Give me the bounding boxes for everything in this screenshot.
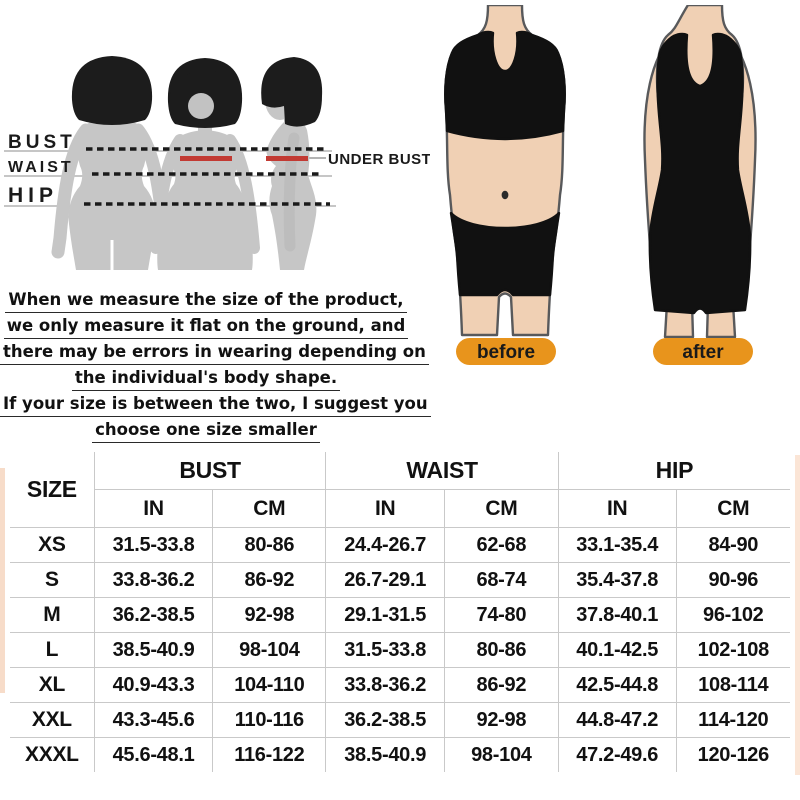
table-cell: 37.8-40.1 — [557, 597, 677, 633]
header-waist: WAIST — [325, 451, 559, 490]
table-cell: 40.1-42.5 — [557, 632, 677, 668]
table-cell: 44.8-47.2 — [557, 702, 677, 738]
note-line: there may be errors in wearing depending… — [0, 339, 429, 365]
measuring-note: When we measure the size of the product,… — [0, 287, 431, 443]
header-hip-cm: CM — [675, 489, 791, 528]
size-cell: M — [9, 597, 95, 633]
table-cell: 98-104 — [443, 737, 559, 773]
table-cell: 80-86 — [212, 527, 327, 563]
table-row: XL 40.9-43.3 104-110 33.8-36.2 86-92 42.… — [9, 667, 791, 703]
table-cell: 114-120 — [675, 702, 791, 738]
table-cell: 24.4-26.7 — [325, 527, 445, 563]
waist-label: WAIST — [8, 159, 74, 176]
table-cell: 74-80 — [443, 597, 559, 633]
under-bust-label: UNDER BUST — [328, 151, 430, 168]
table-cell: 43.3-45.6 — [93, 702, 214, 738]
table-cell: 29.1-31.5 — [325, 597, 445, 633]
size-cell: XXL — [9, 702, 95, 738]
table-row: XXXL 45.6-48.1 116-122 38.5-40.9 98-104 … — [9, 737, 791, 773]
table-cell: 35.4-37.8 — [557, 562, 677, 598]
table-cell: 80-86 — [443, 632, 559, 668]
table-row: M 36.2-38.5 92-98 29.1-31.5 74-80 37.8-4… — [9, 597, 791, 633]
left-edge-stripe — [0, 468, 5, 693]
table-cell: 92-98 — [443, 702, 559, 738]
note-line: the individual's body shape. — [71, 365, 341, 391]
table-cell: 92-98 — [212, 597, 327, 633]
size-cell: XS — [9, 527, 95, 563]
table-cell: 110-116 — [212, 702, 327, 738]
table-cell: 86-92 — [212, 562, 327, 598]
after-label: after — [682, 342, 724, 363]
before-figure-icon — [444, 5, 566, 337]
under-bust-line — [180, 156, 308, 161]
table-cell: 86-92 — [443, 667, 559, 703]
table-cell: 84-90 — [675, 527, 791, 563]
table-cell: 33.8-36.2 — [325, 667, 445, 703]
table-cell: 104-110 — [212, 667, 327, 703]
table-cell: 120-126 — [675, 737, 791, 773]
figure-back-view-icon — [51, 56, 173, 270]
table-cell: 62-68 — [443, 527, 559, 563]
header-bust-in: IN — [93, 489, 214, 528]
figure-front-view-icon — [150, 58, 260, 270]
table-cell: 36.2-38.5 — [93, 597, 214, 633]
header-waist-cm: CM — [443, 489, 559, 528]
table-cell: 47.2-49.6 — [557, 737, 677, 773]
measure-dashed-lines — [84, 147, 330, 206]
table-row: S 33.8-36.2 86-92 26.7-29.1 68-74 35.4-3… — [9, 562, 791, 598]
table-cell: 108-114 — [675, 667, 791, 703]
before-label: before — [477, 342, 535, 363]
header-hip-in: IN — [557, 489, 677, 528]
header-size: SIZE — [9, 451, 95, 528]
table-cell: 116-122 — [212, 737, 327, 773]
after-badge: after — [653, 338, 753, 365]
table-cell: 33.8-36.2 — [93, 562, 214, 598]
table-cell: 31.5-33.8 — [93, 527, 214, 563]
note-line: we only measure it flat on the ground, a… — [3, 313, 409, 339]
table-cell: 42.5-44.8 — [557, 667, 677, 703]
after-figure-icon — [643, 5, 757, 339]
table-cell: 36.2-38.5 — [325, 702, 445, 738]
table-cell: 33.1-35.4 — [557, 527, 677, 563]
table-cell: 45.6-48.1 — [93, 737, 214, 773]
table-cell: 102-108 — [675, 632, 791, 668]
note-line: If your size is between the two, I sugge… — [0, 391, 431, 417]
before-badge: before — [456, 338, 556, 365]
right-edge-stripe — [795, 455, 800, 775]
before-after-comparison: before after — [444, 5, 757, 365]
table-cell: 31.5-33.8 — [325, 632, 445, 668]
table-row: XS 31.5-33.8 80-86 24.4-26.7 62-68 33.1-… — [9, 527, 791, 563]
table-cell: 26.7-29.1 — [325, 562, 445, 598]
table-cell: 38.5-40.9 — [93, 632, 214, 668]
table-cell: 38.5-40.9 — [325, 737, 445, 773]
table-row: L 38.5-40.9 98-104 31.5-33.8 80-86 40.1-… — [9, 632, 791, 668]
size-cell: XXXL — [9, 737, 95, 773]
header-bust-cm: CM — [212, 489, 327, 528]
table-cell: 68-74 — [443, 562, 559, 598]
note-line: When we measure the size of the product, — [5, 287, 407, 313]
bust-label: BUST — [8, 132, 76, 153]
header-hip: HIP — [557, 451, 791, 490]
size-table: SIZE BUST WAIST HIP IN CM IN CM IN CM XS… — [9, 451, 791, 773]
table-row: XXL 43.3-45.6 110-116 36.2-38.5 92-98 44… — [9, 702, 791, 738]
header-bust: BUST — [93, 451, 327, 490]
size-cell: S — [9, 562, 95, 598]
table-cell: 96-102 — [675, 597, 791, 633]
table-cell: 40.9-43.3 — [93, 667, 214, 703]
hip-label: HIP — [8, 184, 58, 207]
measurement-diagram: BUST WAIST HIP UNDER BUST — [4, 56, 430, 270]
table-cell: 98-104 — [212, 632, 327, 668]
size-cell: XL — [9, 667, 95, 703]
table-cell: 90-96 — [675, 562, 791, 598]
figure-side-view-icon — [261, 57, 323, 270]
size-cell: L — [9, 632, 95, 668]
header-waist-in: IN — [325, 489, 445, 528]
note-line: choose one size smaller — [92, 417, 320, 443]
